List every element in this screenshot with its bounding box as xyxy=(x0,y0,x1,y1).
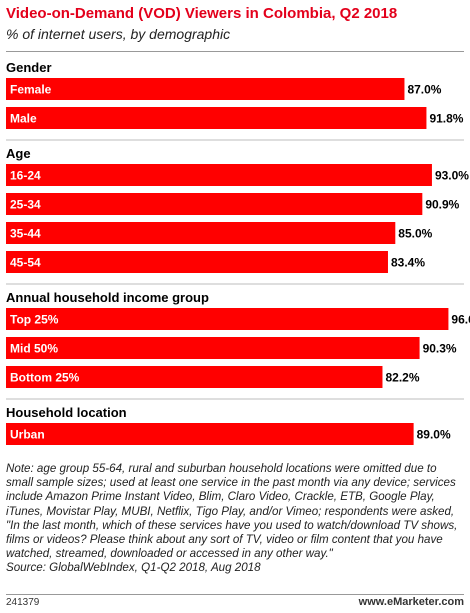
bar-25-34 xyxy=(6,193,423,215)
bar-label-urban: Urban xyxy=(10,428,45,442)
group-label-age: Age xyxy=(6,146,31,161)
bar-label-mid-50: Mid 50% xyxy=(10,342,58,356)
bar-label-35-44: 35-44 xyxy=(10,227,41,241)
bar-top-25 xyxy=(6,308,449,330)
bar-label-16-24: 16-24 xyxy=(10,169,41,183)
chart-subtitle: % of internet users, by demographic xyxy=(6,26,231,42)
value-label-female: 87.0% xyxy=(407,83,441,97)
value-label-urban: 89.0% xyxy=(417,428,451,442)
value-label-mid-50: 90.3% xyxy=(423,342,457,356)
bar-35-44 xyxy=(6,222,396,244)
value-label-16-24: 93.0% xyxy=(435,169,469,183)
value-label-45-54: 83.4% xyxy=(391,256,425,270)
bar-label-male: Male xyxy=(10,112,37,126)
value-label-35-44: 85.0% xyxy=(398,227,432,241)
bar-16-24 xyxy=(6,164,432,186)
bar-male xyxy=(6,107,427,129)
bar-urban xyxy=(6,423,414,445)
chart-title: Video-on-Demand (VOD) Viewers in Colombi… xyxy=(6,5,398,22)
header-divider xyxy=(6,51,464,52)
chart-id: 241379 xyxy=(6,597,40,608)
value-label-bottom-25: 82.2% xyxy=(385,371,419,385)
bar-label-top-25: Top 25% xyxy=(10,313,59,327)
brand-logo: www.eMarketer.com xyxy=(358,596,464,608)
value-label-25-34: 90.9% xyxy=(425,198,459,212)
chart-note: Note: age group 55-64, rural and suburba… xyxy=(6,462,466,576)
footer-divider xyxy=(6,594,464,595)
bar-label-bottom-25: Bottom 25% xyxy=(10,371,80,385)
value-label-top-25: 96.6% xyxy=(451,313,470,327)
group-label-annual-household-income-group: Annual household income group xyxy=(6,290,209,305)
bar-bottom-25 xyxy=(6,366,383,388)
bar-label-25-34: 25-34 xyxy=(10,198,41,212)
bar-chart: Gender Female 87.0% Male 91.8% Age 16-24 93.0% 2… xyxy=(6,60,470,445)
bar-label-female: Female xyxy=(10,83,52,97)
bar-mid-50 xyxy=(6,337,420,359)
value-label-male: 91.8% xyxy=(429,112,463,126)
bar-label-45-54: 45-54 xyxy=(10,256,41,270)
bar-female xyxy=(6,78,405,100)
note-text: Note: age group 55-64, rural and suburba… xyxy=(6,462,458,561)
source-text: Source: GlobalWebIndex, Q1-Q2 2018, Aug … xyxy=(6,561,261,575)
bar-45-54 xyxy=(6,251,388,273)
group-label-household-location: Household location xyxy=(6,405,127,420)
group-label-gender: Gender xyxy=(6,60,52,75)
